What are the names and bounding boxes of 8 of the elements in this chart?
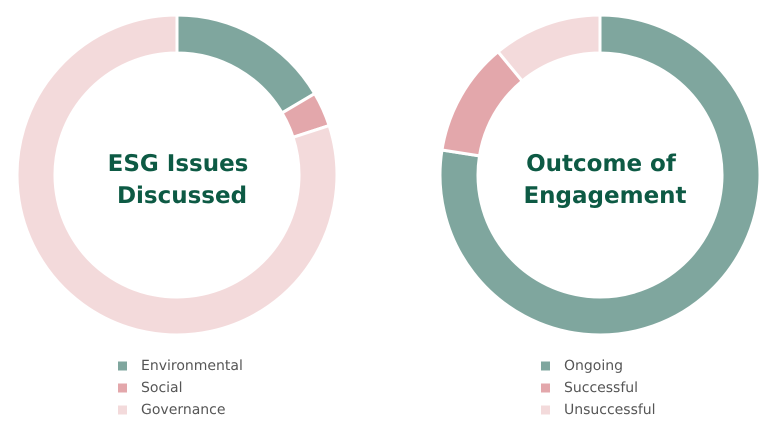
- legend-label: Successful: [564, 380, 638, 396]
- legend-label: Environmental: [141, 358, 243, 374]
- legend-label: Governance: [141, 402, 226, 418]
- text: Outcome of Engagement: [523, 151, 687, 209]
- text: ESG Issues Discussed: [108, 151, 256, 209]
- legend-label: Ongoing: [564, 358, 623, 374]
- legend-label: Social: [141, 380, 183, 396]
- legend-label: Unsuccessful: [564, 402, 656, 418]
